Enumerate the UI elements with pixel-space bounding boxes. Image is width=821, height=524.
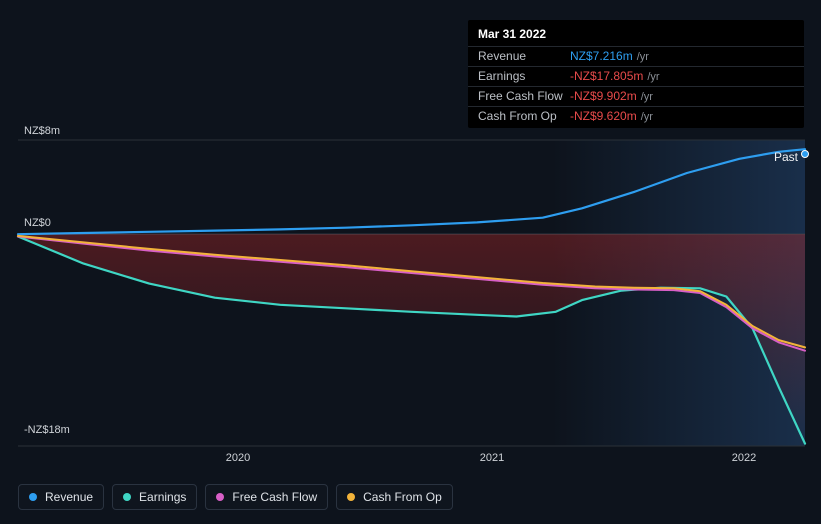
tooltip-row-label: Earnings [478, 70, 570, 82]
legend-item-label: Free Cash Flow [232, 490, 317, 504]
y-axis-tick-label: NZ$8m [24, 125, 60, 137]
legend-dot-icon [29, 493, 37, 501]
tooltip-row: Earnings-NZ$17.805m/yr [468, 66, 804, 86]
legend-item-fcf[interactable]: Free Cash Flow [205, 484, 328, 510]
tooltip-row-label: Revenue [478, 50, 570, 62]
tooltip-date: Mar 31 2022 [468, 26, 804, 46]
tooltip-row-unit: /yr [637, 52, 649, 63]
tooltip-row-value: -NZ$17.805m [570, 70, 643, 82]
tooltip-row-value: NZ$7.216m [570, 50, 633, 62]
tooltip-row: RevenueNZ$7.216m/yr [468, 46, 804, 66]
past-label: Past [774, 150, 798, 164]
legend-item-label: Earnings [139, 490, 186, 504]
tooltip-row-value: -NZ$9.902m [570, 90, 637, 102]
y-axis-tick-label: NZ$0 [24, 217, 51, 229]
x-axis-tick-label: 2020 [226, 452, 250, 464]
tooltip-row-label: Cash From Op [478, 110, 570, 122]
legend-item-earnings[interactable]: Earnings [112, 484, 197, 510]
tooltip-row: Cash From Op-NZ$9.620m/yr [468, 106, 804, 126]
legend-item-label: Revenue [45, 490, 93, 504]
legend-dot-icon [123, 493, 131, 501]
tooltip-row-value: -NZ$9.620m [570, 110, 637, 122]
tooltip-row-label: Free Cash Flow [478, 90, 570, 102]
hover-tooltip: Mar 31 2022 RevenueNZ$7.216m/yrEarnings-… [468, 20, 804, 128]
legend-dot-icon [216, 493, 224, 501]
tooltip-row-unit: /yr [641, 92, 653, 103]
financials-chart-panel: NZ$8m NZ$0 -NZ$18m 2020 2021 2022 Past M… [0, 0, 821, 524]
legend-item-label: Cash From Op [363, 490, 442, 504]
legend-item-cfo[interactable]: Cash From Op [336, 484, 453, 510]
legend-dot-icon [347, 493, 355, 501]
y-axis-tick-label: -NZ$18m [24, 424, 70, 436]
legend-item-revenue[interactable]: Revenue [18, 484, 104, 510]
tooltip-row: Free Cash Flow-NZ$9.902m/yr [468, 86, 804, 106]
tooltip-row-unit: /yr [647, 72, 659, 83]
x-axis-tick-label: 2021 [480, 452, 504, 464]
legend: Revenue Earnings Free Cash Flow Cash From O… [18, 484, 453, 510]
x-axis-tick-label: 2022 [732, 452, 756, 464]
tooltip-row-unit: /yr [641, 112, 653, 123]
